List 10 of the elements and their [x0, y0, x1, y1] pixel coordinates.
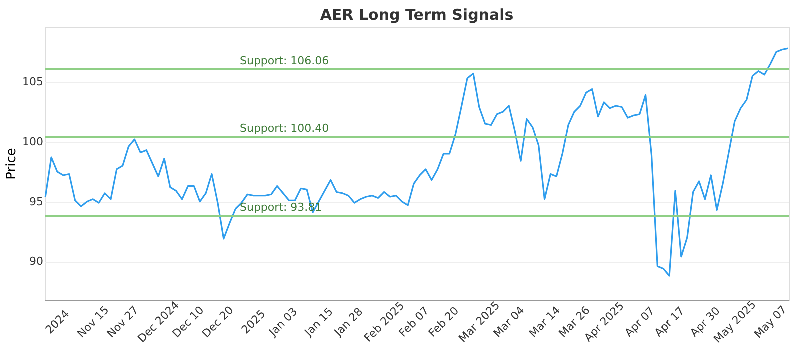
y-tick-label: 90	[30, 255, 44, 268]
y-tick-label: 100	[22, 135, 44, 148]
ref-line-label: Support: 106.06	[240, 54, 330, 68]
chart-title: AER Long Term Signals	[320, 6, 514, 24]
line-series	[44, 48, 790, 277]
y-tick-label: 95	[30, 195, 44, 208]
y-tick-label: 105	[22, 76, 44, 89]
x-tick-label: Jan 03	[266, 305, 300, 340]
ref-line-label: Support: 100.40	[240, 122, 330, 136]
y-axis-title: Price	[4, 148, 20, 180]
